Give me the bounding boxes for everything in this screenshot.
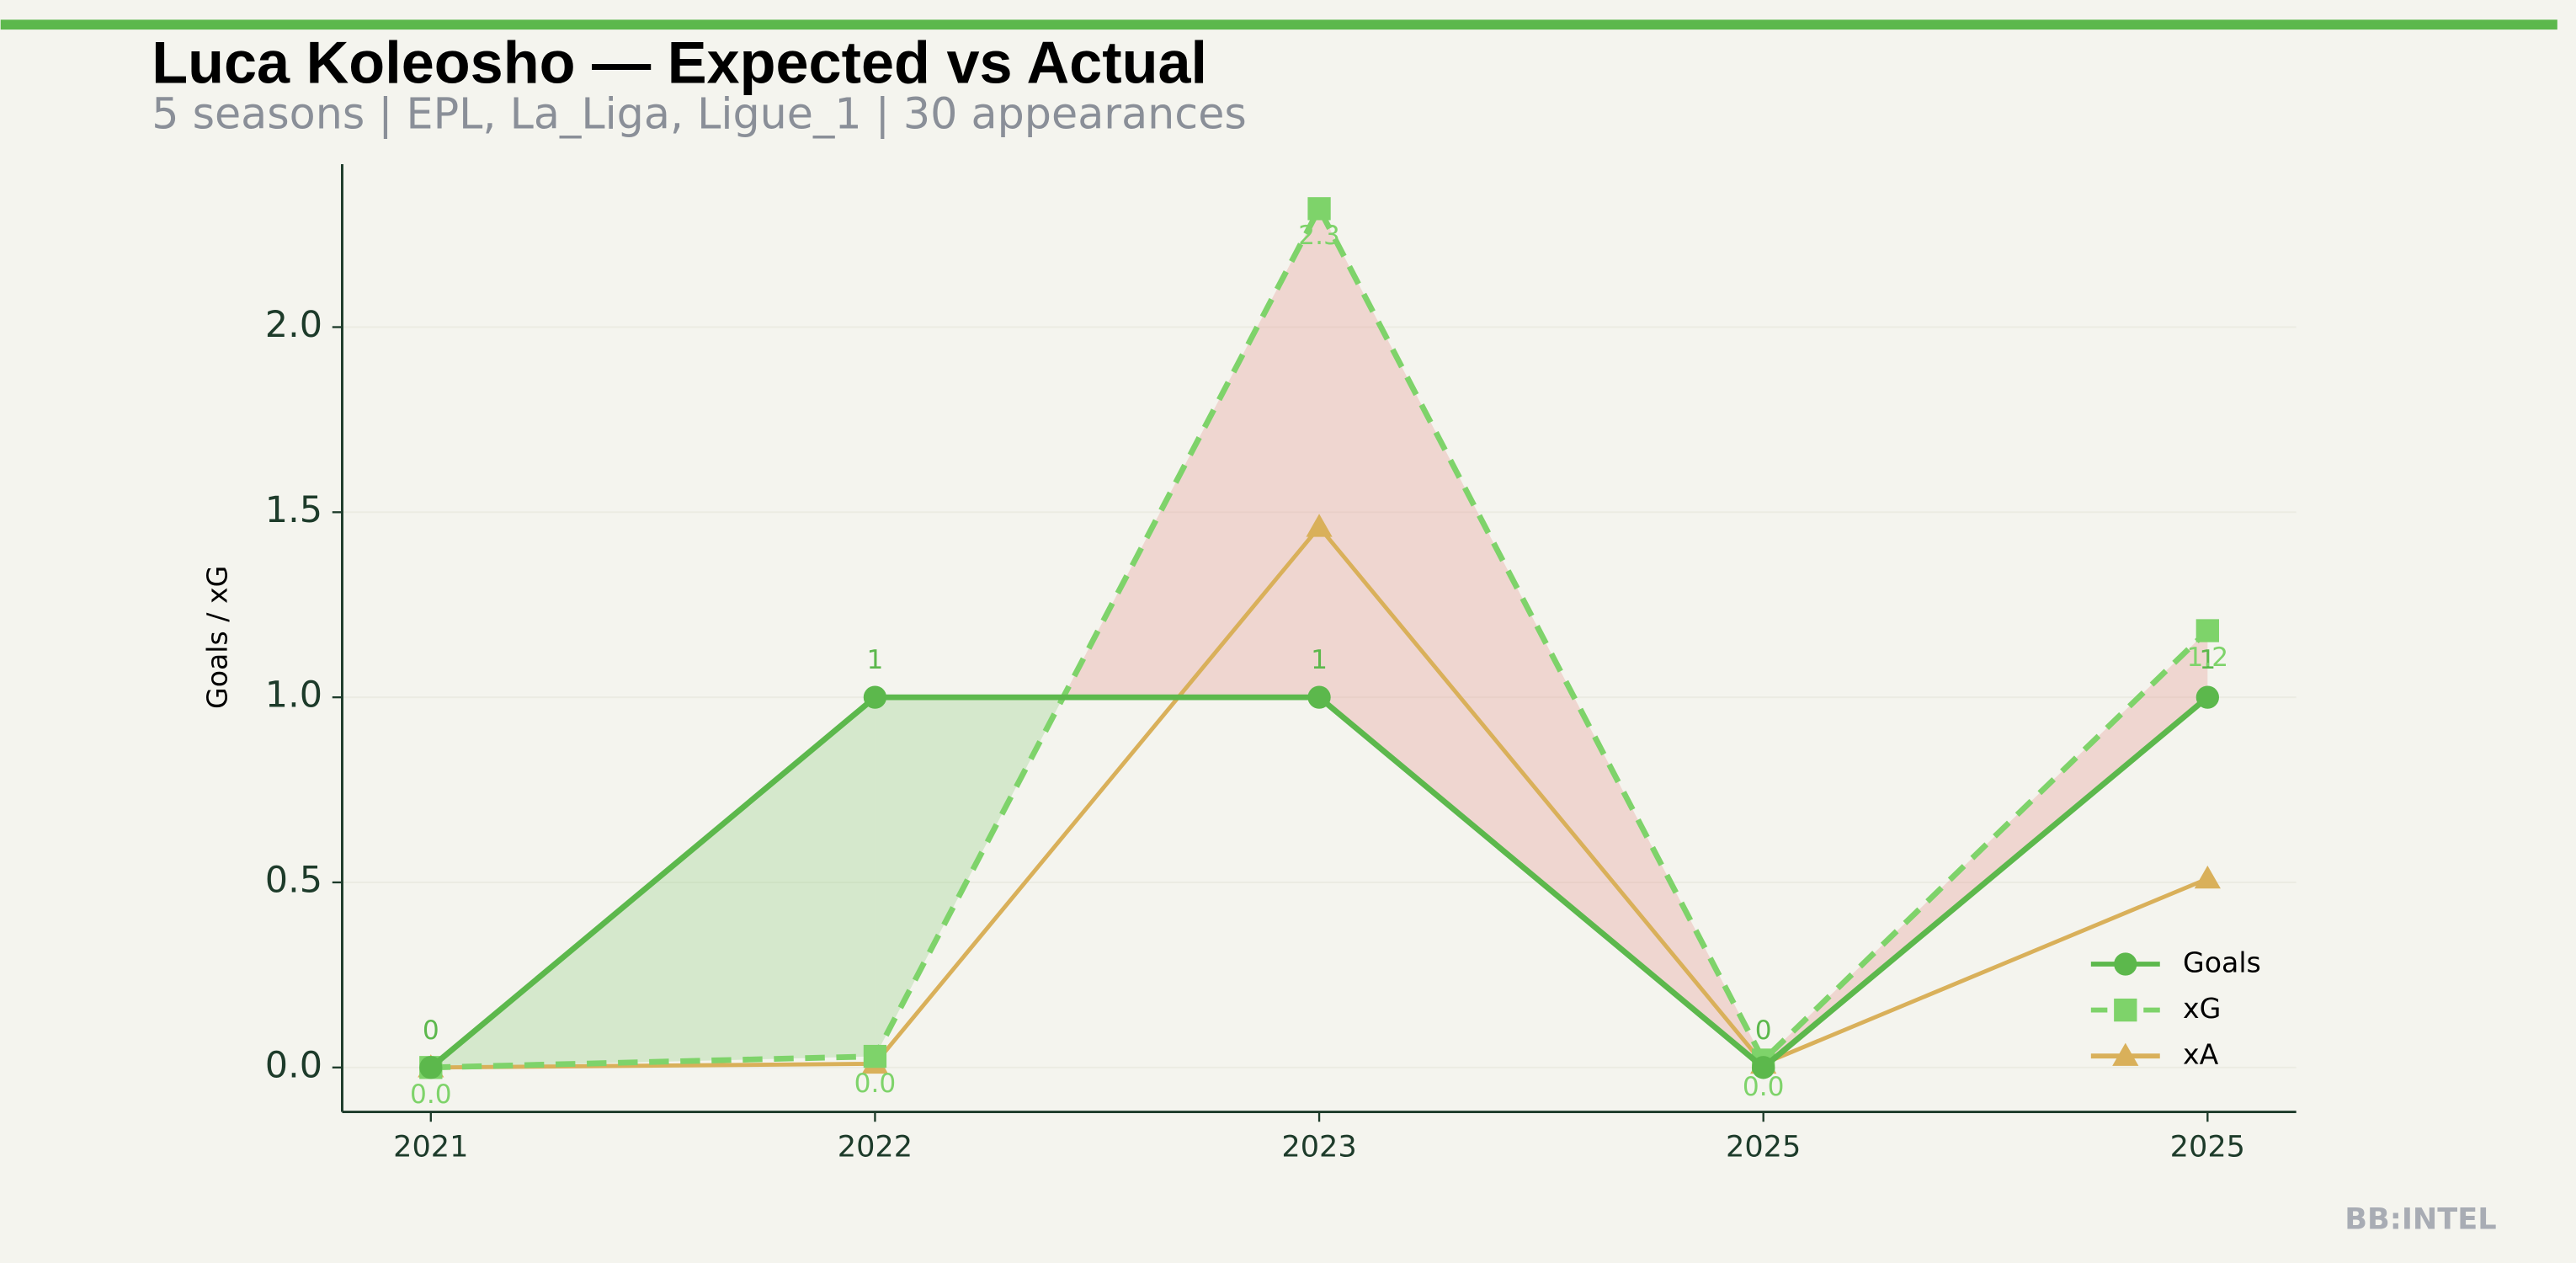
marker — [419, 1056, 443, 1079]
x-tick-label: 2021 — [393, 1129, 468, 1164]
x-tick-label: 2023 — [1281, 1129, 1356, 1164]
chart-title: Luca Koleosho — Expected vs Actual — [152, 29, 1207, 96]
marker — [2195, 619, 2219, 642]
y-tick-label: 1.0 — [265, 674, 322, 717]
legend-label: Goals — [2183, 946, 2261, 978]
data-label: 0.0 — [410, 1079, 452, 1110]
y-tick-label: 2.0 — [265, 304, 322, 346]
y-tick-label: 1.5 — [265, 489, 322, 531]
y-tick-label: 0.0 — [265, 1044, 322, 1086]
chart-subtitle: 5 seasons | EPL, La_Liga, Ligue_1 | 30 a… — [152, 88, 1247, 139]
y-tick-label: 0.5 — [265, 859, 322, 901]
x-tick-label: 2025 — [2170, 1129, 2245, 1164]
brand: BB:INTEL — [2344, 1202, 2496, 1236]
data-label: 1 — [867, 645, 884, 675]
legend-label: xA — [2183, 1038, 2219, 1071]
series-line — [430, 202, 2210, 1071]
x-tick-label: 2025 — [1726, 1129, 1801, 1164]
marker — [1307, 685, 1331, 709]
y-axis-label: Goals / xG — [201, 566, 234, 709]
marker — [2194, 865, 2221, 889]
marker — [2195, 685, 2219, 709]
marker — [1306, 514, 1333, 537]
legend-marker — [2114, 952, 2137, 976]
marker — [863, 685, 887, 709]
legend-label: xG — [2183, 992, 2221, 1025]
x-tick-label: 2022 — [838, 1129, 913, 1164]
marker — [1307, 197, 1331, 221]
data-label: 1.2 — [2187, 642, 2229, 673]
data-label: 0 — [423, 1015, 439, 1046]
marker — [863, 1044, 887, 1068]
data-label: 1 — [2199, 645, 2216, 675]
data-label: 0.0 — [1743, 1072, 1785, 1102]
data-label: 2.3 — [1298, 221, 1340, 251]
data-label: 1 — [1311, 645, 1328, 675]
legend-marker — [2112, 1042, 2139, 1066]
data-label: 0.0 — [854, 1068, 897, 1099]
marker — [1752, 1056, 1775, 1079]
legend-marker — [2114, 998, 2137, 1022]
top-bar — [0, 19, 2557, 30]
data-label: 0 — [1755, 1015, 1772, 1046]
